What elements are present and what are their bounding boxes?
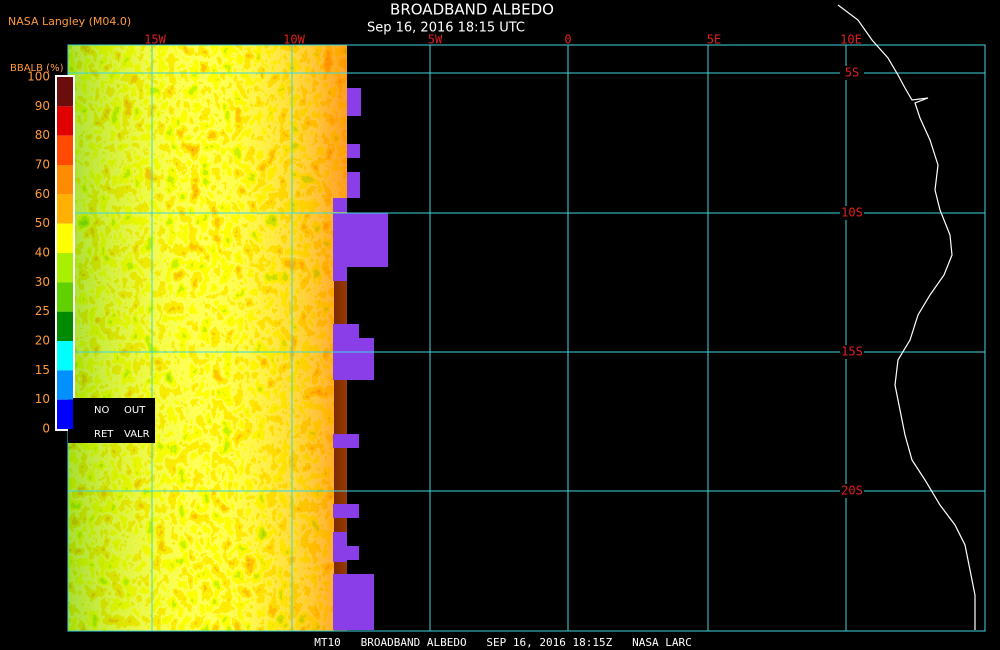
footer: MT10 BROADBAND ALBEDO SEP 16, 2016 18:15… (314, 636, 692, 649)
longitude-label: 5W (428, 33, 443, 47)
longitude-label: 10E (840, 33, 862, 47)
colorbar-tick-label: 60 (35, 187, 50, 201)
latitude-label: 20S (841, 484, 863, 498)
longitude-labels: 15W 10W 5W 0 5E 10E (144, 33, 862, 47)
colorbar-tick-label: 70 (35, 158, 50, 172)
legend-title: BBALB (%) (10, 63, 64, 74)
coastline (837, 4, 976, 630)
latitude-label-bg (840, 345, 864, 359)
colorbar-tick-label: 25 (35, 304, 50, 318)
footer-bar (0, 636, 1000, 650)
flag-label: OUT (124, 405, 146, 416)
colorbar-tick-label: 40 (35, 246, 50, 260)
flag-label: NO (94, 405, 109, 416)
colorbar-tick-label: 100 (27, 70, 50, 84)
latitude-label: 15S (841, 345, 863, 359)
colorbar-tick-label: 15 (35, 363, 50, 377)
colorbar-swatch (57, 223, 73, 253)
colorbar-swatch (57, 311, 73, 341)
latitude-label: 5S (845, 66, 859, 80)
colorbar-swatch (57, 194, 73, 224)
colorbar-tick-label: 0 (42, 422, 50, 436)
latitude-label: 10S (841, 206, 863, 220)
datetime: Sep 16, 2016 18:15 UTC (367, 21, 525, 36)
title: BROADBAND ALBEDO (390, 1, 554, 19)
colorbar-swatch (57, 282, 73, 312)
longitude-label: 5E (707, 33, 721, 47)
latitude-label-bg (840, 484, 864, 498)
flag-label: VALR (124, 429, 150, 440)
flag-label: RET (94, 429, 114, 440)
colorbar-tick-label: 10 (35, 392, 50, 406)
longitude-label: 0 (564, 33, 571, 47)
no-retrieval (333, 88, 388, 630)
colorbar-swatch (57, 399, 73, 429)
flag-box (68, 398, 155, 443)
longitude-label: 10W (283, 33, 305, 47)
colorbar-swatch (57, 77, 73, 107)
colorbar-swatch (57, 106, 73, 136)
colorbar-tick-label: 80 (35, 128, 50, 142)
longitude-label: 15W (144, 33, 166, 47)
legend: BBALB (%) NO OUT RET VALR 10090807060504… (10, 63, 155, 443)
colorbar-tick-label: 90 (35, 99, 50, 113)
colorbar-tick-label: 50 (35, 216, 50, 230)
latitude-labels: 5S 10S 15S 20S (840, 66, 864, 498)
colorbar-tick-label: 30 (35, 275, 50, 289)
colorbar-swatch (57, 165, 73, 195)
colorbar-tick-label: 20 (35, 334, 50, 348)
colorbar-swatch (57, 135, 73, 165)
colorbar-swatch (57, 253, 73, 283)
colorbar-swatch (57, 341, 73, 371)
albedo-swath (68, 45, 388, 631)
swath-shade (68, 45, 347, 631)
latitude-label-bg (840, 66, 864, 80)
colorbar-swatch (57, 370, 73, 400)
latitude-label-bg (840, 206, 864, 220)
source-label: NASA Langley (M04.0) (8, 15, 131, 28)
